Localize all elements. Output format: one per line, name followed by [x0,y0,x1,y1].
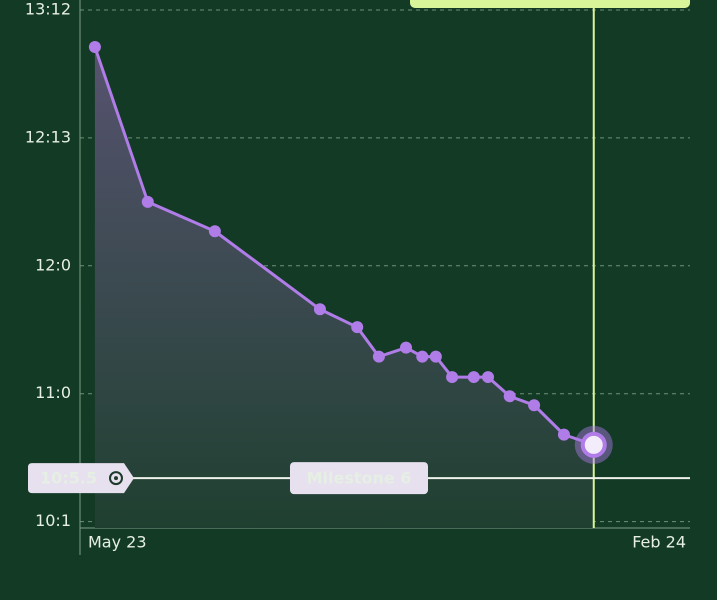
y-tick-label: 13:12 [25,0,71,18]
x-tick-label: Feb 24 [632,533,686,552]
y-tick-label: 10:1 [35,511,71,530]
point [429,350,442,363]
tooltip [410,0,690,8]
milestone-value-label: 10:5.5 [40,469,97,488]
point [503,390,516,403]
milestone-value-pill [28,463,134,494]
y-tick-label: 12:13 [25,127,71,146]
point [313,303,326,316]
milestone-icon-dot [114,476,118,481]
line [93,46,595,447]
point [482,371,495,384]
point [141,195,154,208]
point [88,41,101,54]
point [416,350,429,363]
milestone-pill [290,462,428,495]
y-tick-label: 11:0 [35,383,71,402]
point [351,321,364,334]
x-tick-label: May 23 [88,533,147,552]
milestone-icon [109,471,123,486]
point [446,371,459,384]
point [467,371,480,384]
point [400,341,413,354]
area [94,47,594,528]
milestone-label: Milestone 6 [307,469,412,488]
point [208,225,221,238]
y-tick-label: 12:0 [35,255,71,274]
point [557,428,570,441]
point [372,350,385,363]
point [580,431,607,458]
point [528,399,541,412]
